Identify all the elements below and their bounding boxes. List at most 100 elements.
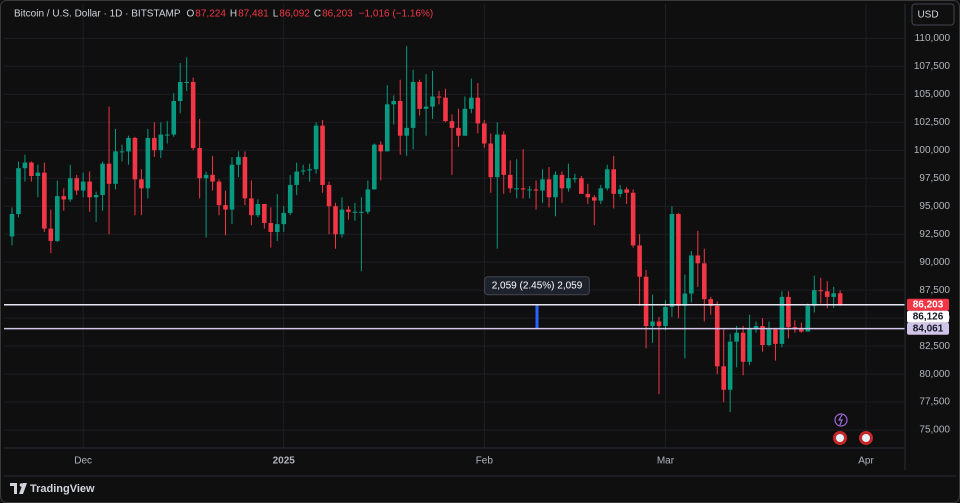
y-tick-label: 105,000 — [914, 89, 951, 100]
candle-body — [682, 293, 688, 306]
candle-body — [669, 214, 675, 307]
candle-body — [805, 305, 811, 332]
candle-body — [184, 81, 189, 83]
candle-body — [410, 81, 416, 128]
x-tick-label: Mar — [657, 456, 675, 467]
plot: 2,059 (2.45%) 2,059 — [4, 46, 905, 413]
measure-label: 2,059 (2.45%) 2,059 — [492, 280, 583, 291]
candle-body — [811, 290, 817, 306]
candle-body — [106, 163, 112, 184]
candle-body — [378, 144, 384, 152]
y-tick-label: 97,500 — [919, 173, 950, 184]
change: −1,016 (−1.16%) — [359, 9, 434, 20]
candle-body — [695, 255, 701, 264]
candle-body — [236, 156, 241, 165]
candle-body — [630, 192, 636, 246]
candle-body — [365, 189, 371, 212]
candle-body — [268, 223, 274, 232]
candle-body — [514, 188, 519, 190]
candle-body — [650, 321, 655, 326]
candle-body — [9, 214, 15, 237]
candle-body — [320, 125, 325, 185]
x-tick-label: 2025 — [273, 456, 296, 467]
candle-body — [42, 172, 47, 229]
ohlc-value: 86,203 — [322, 9, 353, 20]
candle-body — [48, 228, 54, 241]
ohlc-key: L — [273, 9, 279, 20]
candle-body — [391, 100, 397, 105]
candle-body — [637, 245, 642, 277]
candle-body — [255, 203, 261, 216]
candle-body — [824, 291, 830, 297]
candle-body — [203, 174, 209, 179]
candle-body — [740, 332, 746, 362]
candle-body — [598, 188, 604, 201]
candle-body — [773, 329, 778, 344]
candle-body — [223, 205, 228, 210]
candle-body — [818, 290, 824, 292]
candle-body — [689, 255, 694, 294]
candle-body — [449, 121, 455, 128]
x-tick-label: Dec — [74, 456, 92, 467]
candle-body — [643, 276, 649, 326]
candle-body — [384, 104, 390, 152]
candle-body — [624, 189, 629, 193]
candle-body — [553, 174, 558, 198]
events[interactable] — [833, 413, 873, 445]
candle-body — [300, 170, 306, 172]
candle-body — [786, 296, 791, 328]
y-tick-label: 75,000 — [919, 425, 950, 436]
candle-body — [119, 151, 125, 153]
event-flag-inner[interactable] — [862, 434, 870, 442]
currency[interactable]: USD — [917, 10, 938, 21]
candle-body — [397, 100, 403, 136]
currency-button[interactable]: USD — [911, 3, 955, 26]
candle-body — [443, 97, 448, 122]
y-tick-label: 102,500 — [914, 117, 951, 128]
candle-body — [482, 123, 487, 144]
candle-body — [779, 296, 785, 344]
candle-body — [753, 325, 759, 330]
currency-box[interactable] — [911, 3, 955, 26]
brand-name[interactable]: TradingView — [30, 483, 95, 495]
candle-body — [339, 209, 345, 235]
event-icon[interactable] — [834, 413, 848, 427]
candle-body — [158, 134, 164, 151]
candle-body — [566, 178, 571, 189]
candle-body — [592, 197, 597, 201]
candle-body — [799, 329, 804, 332]
candle-body — [210, 174, 215, 182]
candle-body — [294, 171, 299, 185]
candle-body — [287, 184, 293, 213]
candle-body — [242, 156, 248, 199]
candle-body — [430, 96, 435, 107]
candle-body — [190, 81, 196, 149]
candle-body — [520, 188, 526, 190]
candle-body — [197, 148, 202, 179]
event-bolt[interactable] — [837, 414, 843, 426]
candle-body — [714, 305, 720, 367]
candle-body — [579, 178, 584, 194]
y-tick-label: 100,000 — [914, 145, 951, 156]
candle-body — [417, 81, 422, 109]
candle-body — [74, 178, 79, 191]
ohlc-key: H — [230, 9, 237, 20]
price-label-box — [907, 298, 949, 311]
candle-body — [216, 181, 222, 206]
candle-body — [164, 134, 170, 136]
y-tick-label: 107,500 — [914, 61, 951, 72]
y-tick-label: 87,500 — [919, 285, 950, 296]
price-label-box — [907, 310, 949, 323]
candle-body — [145, 137, 151, 189]
y-tick-label: 80,000 — [919, 369, 950, 380]
candle-body — [423, 106, 429, 109]
candle-body — [61, 196, 67, 200]
brand[interactable]: TradingView — [10, 483, 95, 495]
candle-body — [488, 143, 494, 178]
candle-body — [54, 196, 60, 241]
candle-body — [708, 299, 714, 306]
ohlc-key: C — [314, 9, 321, 20]
brand-logo-dot[interactable] — [19, 483, 24, 487]
ohlc-key: O — [187, 9, 195, 20]
event-flag-inner[interactable] — [836, 434, 844, 442]
